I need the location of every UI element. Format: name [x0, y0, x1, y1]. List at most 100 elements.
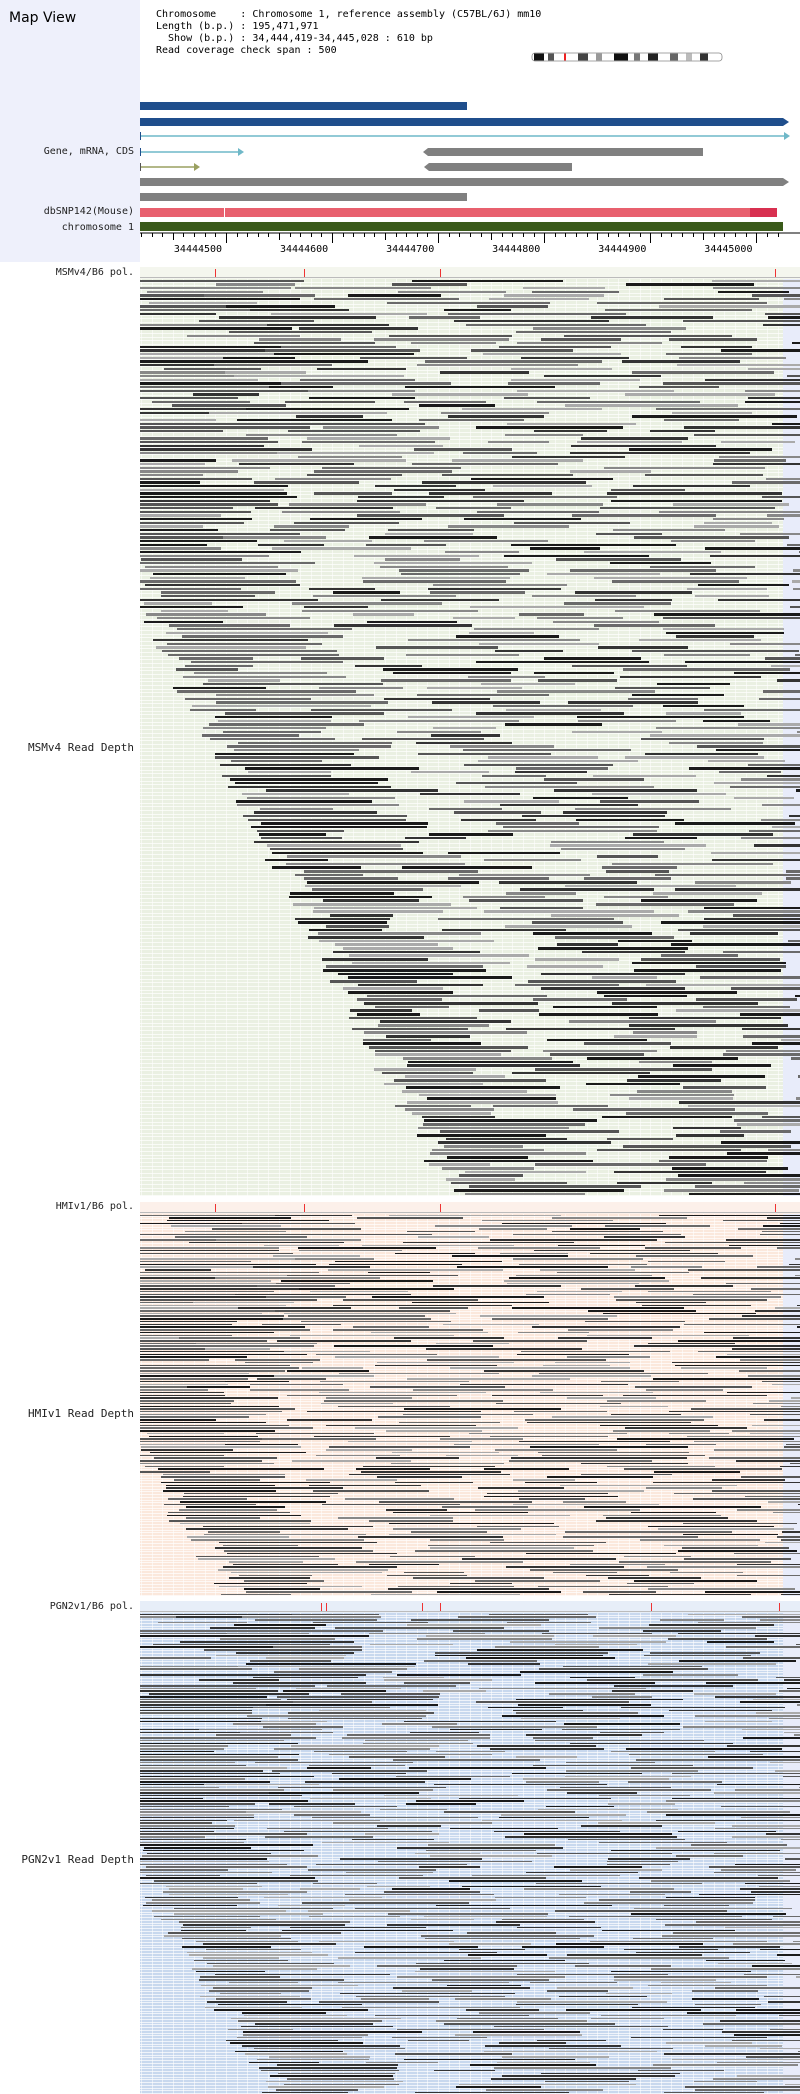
- sequence-read[interactable]: [655, 726, 800, 730]
- sequence-read[interactable]: [209, 738, 335, 741]
- polymorphism-marker[interactable]: [321, 1603, 323, 1611]
- sequence-read[interactable]: [496, 503, 604, 506]
- sequence-read[interactable]: [678, 356, 787, 359]
- sequence-read[interactable]: [186, 1536, 289, 1538]
- sequence-read[interactable]: [140, 1356, 247, 1358]
- sequence-read[interactable]: [428, 492, 552, 495]
- sequence-read[interactable]: [345, 1871, 434, 1874]
- sequence-read[interactable]: [564, 334, 733, 337]
- sequence-read[interactable]: [165, 1885, 263, 1888]
- sequence-read[interactable]: [411, 1531, 487, 1533]
- sequence-read[interactable]: [355, 1427, 518, 1429]
- sequence-read[interactable]: [140, 426, 310, 429]
- sequence-read[interactable]: [276, 2089, 359, 2091]
- sequence-read[interactable]: [416, 1800, 524, 1802]
- sequence-read[interactable]: [534, 1739, 704, 1742]
- sequence-read[interactable]: [343, 947, 453, 950]
- sequence-read[interactable]: [748, 396, 800, 400]
- sequence-read[interactable]: [140, 503, 279, 506]
- sequence-read[interactable]: [793, 569, 800, 572]
- sequence-read[interactable]: [161, 1481, 331, 1484]
- sequence-read[interactable]: [141, 1449, 234, 1451]
- sequence-read[interactable]: [683, 1726, 800, 1728]
- sequence-read[interactable]: [781, 1539, 800, 1541]
- sequence-read[interactable]: [493, 2067, 671, 2069]
- sequence-read[interactable]: [716, 749, 800, 752]
- sequence-read[interactable]: [790, 1397, 800, 1399]
- sequence-read[interactable]: [604, 1236, 685, 1238]
- sequence-read[interactable]: [140, 495, 298, 499]
- sequence-read[interactable]: [775, 1770, 800, 1772]
- sequence-read[interactable]: [565, 1775, 691, 1778]
- polymorphism-marker[interactable]: [440, 1204, 442, 1212]
- sequence-read[interactable]: [584, 1506, 761, 1508]
- sequence-read[interactable]: [685, 2086, 800, 2088]
- sequence-read[interactable]: [621, 360, 741, 363]
- sequence-read[interactable]: [772, 422, 800, 425]
- sequence-read[interactable]: [473, 495, 618, 499]
- sequence-read[interactable]: [191, 1968, 317, 1970]
- sequence-read[interactable]: [352, 1838, 435, 1841]
- sequence-read[interactable]: [498, 1816, 590, 1819]
- sequence-read[interactable]: [198, 1679, 279, 1681]
- sequence-read[interactable]: [244, 2014, 348, 2017]
- sequence-read[interactable]: [266, 1657, 345, 1660]
- sequence-read[interactable]: [565, 884, 737, 888]
- sequence-read[interactable]: [632, 1031, 698, 1034]
- sequence-read[interactable]: [631, 371, 775, 374]
- sequence-read[interactable]: [464, 763, 614, 767]
- sequence-read[interactable]: [619, 675, 762, 679]
- sequence-read[interactable]: [558, 1337, 652, 1339]
- sequence-read[interactable]: [796, 1304, 800, 1307]
- sequence-read[interactable]: [140, 1838, 247, 1841]
- sequence-read[interactable]: [748, 829, 800, 833]
- sequence-read[interactable]: [570, 444, 716, 447]
- sequence-read[interactable]: [663, 2091, 765, 2094]
- sequence-read[interactable]: [661, 954, 739, 957]
- sequence-read[interactable]: [356, 1013, 420, 1016]
- sequence-read[interactable]: [784, 1731, 800, 1734]
- sequence-read[interactable]: [658, 1214, 800, 1217]
- sequence-read[interactable]: [795, 994, 800, 998]
- sequence-read[interactable]: [624, 393, 775, 396]
- sequence-read[interactable]: [179, 1921, 351, 1923]
- sequence-read[interactable]: [198, 1558, 336, 1560]
- sequence-read[interactable]: [303, 870, 478, 873]
- sequence-read[interactable]: [745, 1882, 800, 1885]
- sequence-read[interactable]: [657, 682, 730, 686]
- sequence-read[interactable]: [714, 1987, 800, 1989]
- sequence-read[interactable]: [741, 778, 800, 781]
- sequence-read[interactable]: [140, 312, 216, 315]
- sequence-read[interactable]: [184, 664, 254, 668]
- sequence-read[interactable]: [140, 1370, 286, 1372]
- sequence-read[interactable]: [513, 1479, 575, 1481]
- sequence-read[interactable]: [235, 1359, 321, 1361]
- sequence-read[interactable]: [610, 561, 711, 565]
- sequence-read[interactable]: [737, 1509, 800, 1511]
- sequence-read[interactable]: [389, 1533, 557, 1536]
- sequence-read[interactable]: [258, 833, 327, 836]
- sequence-read[interactable]: [186, 1951, 313, 1954]
- sequence-read[interactable]: [511, 455, 625, 459]
- sequence-read[interactable]: [672, 1361, 800, 1364]
- sequence-read[interactable]: [536, 2039, 607, 2042]
- sequence-read[interactable]: [540, 1269, 635, 1271]
- sequence-read[interactable]: [392, 1759, 540, 1761]
- sequence-read[interactable]: [538, 679, 618, 682]
- sequence-read[interactable]: [387, 528, 474, 532]
- sequence-read[interactable]: [297, 921, 388, 924]
- sequence-read[interactable]: [729, 1244, 800, 1247]
- sequence-read[interactable]: [140, 1706, 256, 1709]
- sequence-read[interactable]: [260, 1720, 327, 1723]
- sequence-read[interactable]: [403, 1571, 464, 1574]
- sequence-read[interactable]: [290, 1874, 423, 1877]
- sequence-read[interactable]: [375, 1005, 450, 1009]
- sequence-read[interactable]: [570, 1742, 734, 1745]
- sequence-read[interactable]: [415, 1852, 480, 1855]
- sequence-read[interactable]: [635, 1285, 734, 1287]
- sequence-read[interactable]: [282, 1690, 386, 1692]
- sequence-read[interactable]: [772, 1915, 800, 1918]
- sequence-read[interactable]: [194, 671, 328, 675]
- sequence-read[interactable]: [309, 587, 375, 591]
- sequence-read[interactable]: [546, 1038, 648, 1042]
